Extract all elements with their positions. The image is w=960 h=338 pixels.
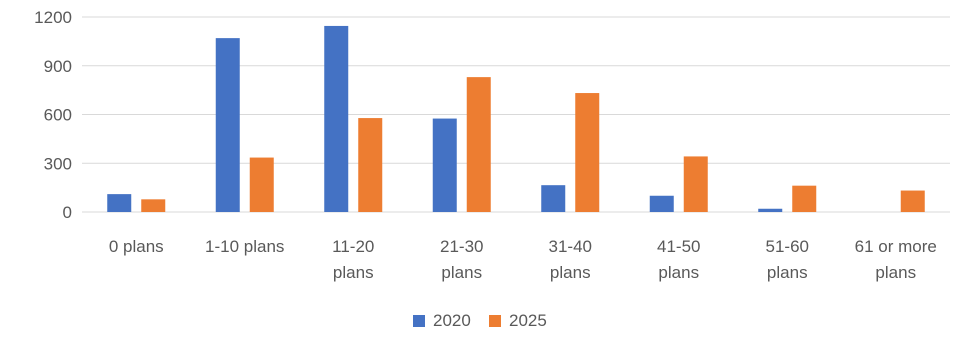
legend-item-2020: 2020 [413,311,471,330]
bar-2020-5 [649,195,674,212]
y-axis-tick-labels: 0 300 600 900 1200 [34,8,72,222]
bar-2025-5 [683,156,708,212]
bar-2025-2 [358,118,383,212]
bar-2020-6 [758,208,783,212]
bar-2025-0 [141,199,166,212]
legend-item-2025: 2025 [489,311,547,330]
x-category-label: 51-60 plans [766,237,809,282]
x-category-label: 0 plans [109,237,164,256]
x-axis-category-labels: 0 plans 1-10 plans 11-20 plans 21-30 plans 31-… [109,237,937,282]
bar-2025-4 [575,93,600,212]
y-tick-label: 600 [44,106,72,125]
x-category-label: 11-20 plans [332,237,374,282]
legend: 2020 2025 [413,311,547,330]
x-category-label: 41-50 plans [657,237,700,282]
x-category-label: 1-10 plans [205,237,284,256]
bar-2025-6 [792,185,817,212]
bars [107,25,925,212]
y-tick-label: 900 [44,57,72,76]
legend-label-2020: 2020 [433,311,471,330]
x-category-label: 21-30 plans [440,237,483,282]
legend-label-2025: 2025 [509,311,547,330]
bar-2025-7 [900,190,925,212]
legend-swatch-2020 [413,315,425,327]
y-tick-label: 300 [44,154,72,173]
bar-2020-2 [324,25,349,212]
x-category-label: 31-40 plans [549,237,592,282]
bar-2020-1 [215,38,240,212]
x-category-label: 61 or more plans [855,237,937,282]
legend-swatch-2025 [489,315,501,327]
gridlines [82,16,950,213]
y-tick-label: 0 [63,203,72,222]
bar-2025-3 [466,77,491,212]
bar-2020-0 [107,194,132,212]
bar-2020-4 [541,185,566,212]
bar-2020-3 [432,118,457,212]
bar-2025-1 [249,157,274,212]
y-tick-label: 1200 [34,8,72,27]
